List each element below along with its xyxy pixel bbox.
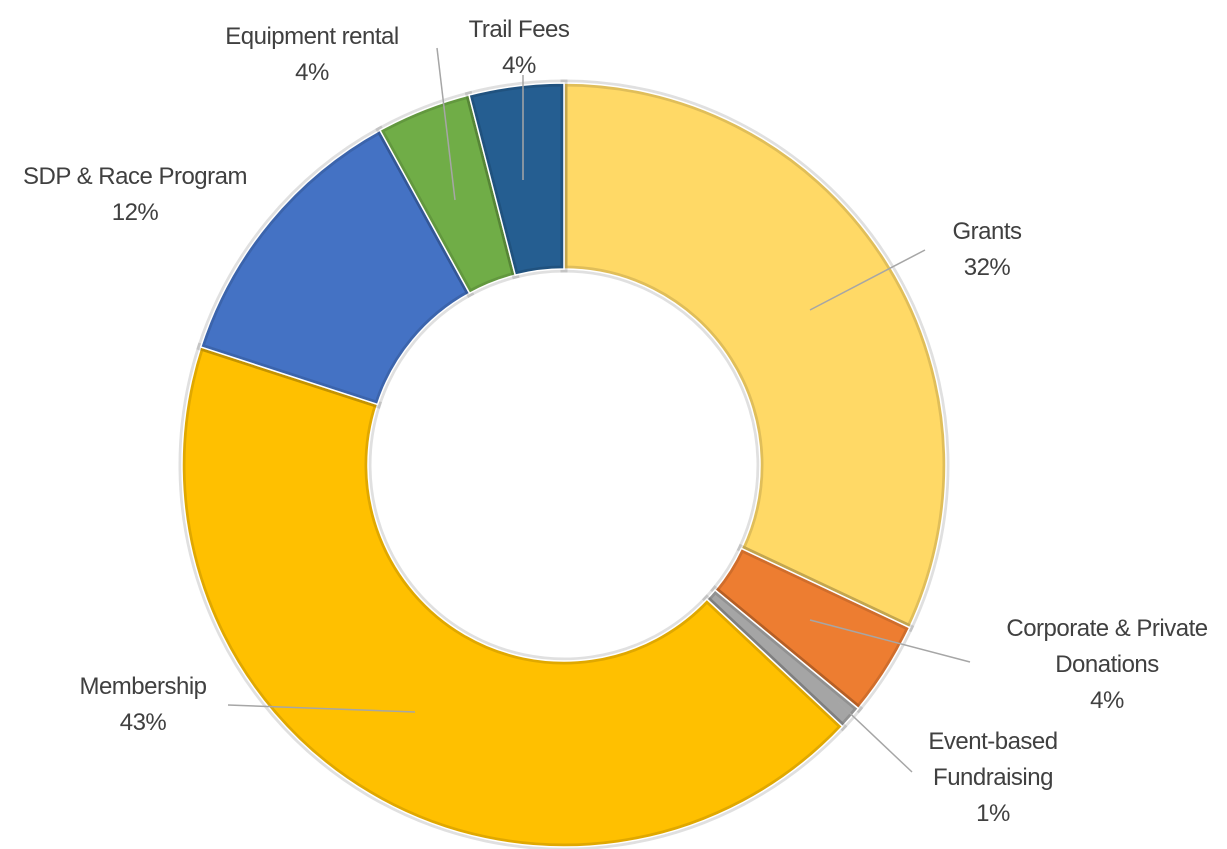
value-label: 43% (119, 709, 167, 736)
value-label: 1% (976, 800, 1010, 827)
donut-slice (560, 79, 950, 633)
category-label: Equipment rental (225, 23, 399, 50)
category-label: SDP & Race Program (23, 163, 247, 190)
data-label: Membership 43% (43, 669, 243, 741)
slice-edge (563, 82, 947, 629)
value-label: 12% (111, 199, 159, 226)
leader-line (809, 619, 971, 663)
leader-line (837, 701, 913, 773)
value-label: 4% (502, 52, 536, 79)
slice-edge (468, 82, 565, 277)
value-label: 4% (295, 59, 329, 86)
slice-edge (181, 346, 844, 848)
data-label: Event-based Fundraising 1% (903, 724, 1083, 832)
category-label: Grants (952, 218, 1022, 245)
leader-line (227, 704, 416, 713)
value-label: 32% (963, 254, 1011, 281)
value-label: 4% (1090, 687, 1124, 714)
category-label: Trail Fees (468, 16, 570, 43)
leader-line (809, 249, 926, 311)
leader-line (436, 47, 456, 201)
category-label: Membership (79, 673, 207, 700)
data-label: Corporate & Private Donations 4% (982, 611, 1227, 719)
data-label: SDP & Race Program 12% (0, 159, 285, 231)
data-label: Trail Fees 4% (444, 12, 594, 84)
category-label: Event-based Fundraising (928, 728, 1058, 791)
slice-edge (199, 129, 471, 406)
data-label: Equipment rental 4% (197, 19, 427, 91)
category-label: Corporate & Private Donations (1006, 615, 1208, 678)
data-label: Grants 32% (927, 214, 1047, 286)
